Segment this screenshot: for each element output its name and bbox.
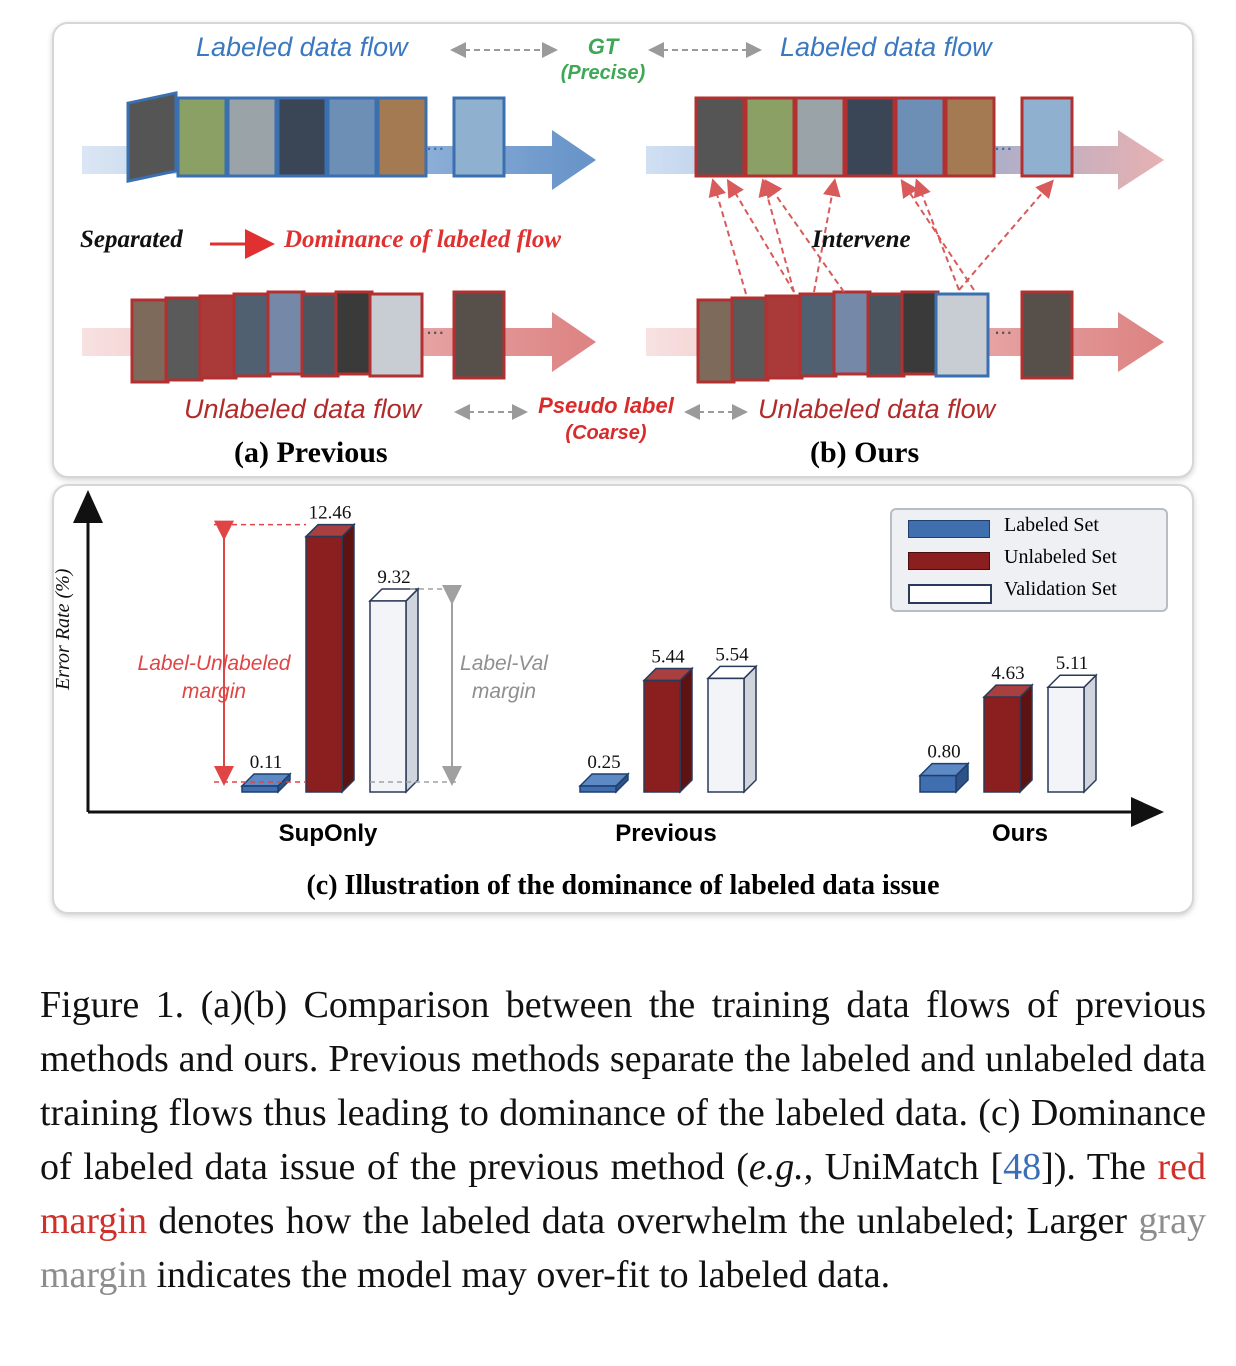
unlabeled-flow-label-right: Unlabeled data flow <box>758 394 996 424</box>
caption-text-5: indicates the model may over-fit to labe… <box>146 1254 891 1296</box>
y-axis-label: Error Rate (%) <box>52 568 74 690</box>
gt-block: GT (Precise) <box>554 34 652 86</box>
suponly-unlabeled-set-value-label: 12.46 <box>309 503 352 524</box>
gray-margin-line2: margin <box>471 680 537 703</box>
gray-margin-line1: Label-Val <box>460 652 548 675</box>
legend-label-labeled: Labeled Set <box>1004 514 1099 536</box>
caption-a: (a) Previous <box>234 436 388 469</box>
ours-labeled-set-bar <box>919 774 957 793</box>
ours-validation-set-bar-side <box>1083 673 1097 794</box>
caption-text-2: , UniMatch [ <box>803 1146 1004 1188</box>
separated-label: Separated <box>80 226 183 253</box>
caption-b: (b) Ours <box>810 436 920 469</box>
legend-swatch-unlabeled <box>908 552 990 570</box>
labeled-flow-label-right: Labeled data flow <box>780 32 992 62</box>
gt-sub: (Precise) <box>560 62 646 84</box>
caption-ref-link[interactable]: 48 <box>1003 1146 1042 1188</box>
intervene-arrows <box>708 178 1054 295</box>
svg-text:...: ... <box>426 314 444 339</box>
data-flow-panel: ... ... ... <box>52 22 1194 478</box>
chart-panel: 0.11 12.46 9.32 0.25 5.44 5.54 0.80 4.63 5.11 Er… <box>52 484 1194 914</box>
previous-validation-set-value-label: 5.54 <box>715 644 749 665</box>
ours-validation-set-bar <box>1047 686 1085 793</box>
suponly-validation-set-bar <box>369 600 407 793</box>
suponly-unlabeled-set-bar-side <box>341 522 355 794</box>
previous-unlabeled-set-bar-side <box>679 666 693 794</box>
red-margin-line2: margin <box>181 680 247 703</box>
labeled-flow-label-left: Labeled data flow <box>196 32 408 62</box>
pseudo-label: Pseudo label <box>538 393 674 418</box>
red-margin-annotation: Label-Unlabeled margin <box>114 650 314 706</box>
suponly-unlabeled-set-bar <box>305 535 343 793</box>
data-flow-diagram: ... ... ... <box>82 42 1164 420</box>
suponly-labeled-set-bar <box>241 785 279 793</box>
caption-gray-margin: gray margin <box>40 1200 1206 1296</box>
previous-validation-set-bar <box>707 677 745 793</box>
previous-unlabeled-set-value-label: 5.44 <box>651 646 685 667</box>
caption-text-3: ]). The <box>1041 1146 1158 1188</box>
error-rate-chart: 0.11 12.46 9.32 0.25 5.44 5.54 0.80 4.63 5.11 <box>73 490 1164 827</box>
legend-swatch-validation <box>908 584 992 604</box>
legend-label-validation: Validation Set <box>1004 578 1117 600</box>
red-margin-line1: Label-Unlabeled <box>137 652 291 675</box>
caption-text-4: denotes how the labeled data overwhelm t… <box>146 1200 1139 1242</box>
category-label-suponly: SupOnly <box>278 820 378 847</box>
suponly-validation-set-value-label: 9.32 <box>377 567 410 588</box>
labeled-images-right: ... <box>694 96 1074 178</box>
figure-caption: Figure 1. (a)(b) Comparison between the … <box>40 978 1206 1302</box>
svg-text:...: ... <box>994 314 1012 339</box>
ours-unlabeled-set-bar <box>983 696 1021 793</box>
dominance-label: Dominance of labeled flow <box>284 226 562 253</box>
previous-labeled-set-bar <box>579 785 617 793</box>
svg-text:...: ... <box>994 130 1012 155</box>
previous-validation-set-bar-side <box>743 664 757 794</box>
unlabeled-images-right: ... <box>696 290 1074 384</box>
category-label-ours: Ours <box>991 820 1048 847</box>
caption-eg: e.g. <box>748 1146 804 1188</box>
svg-text:...: ... <box>426 130 444 155</box>
chart-title: (c) Illustration of the dominance of lab… <box>306 870 940 901</box>
labeled-images-left: ... <box>126 91 506 183</box>
ours-unlabeled-set-bar-side <box>1019 683 1033 794</box>
unlabeled-images-left: ... <box>130 290 506 384</box>
intervene-label: Intervene <box>812 226 911 253</box>
caption-red-margin: red margin <box>40 1146 1206 1242</box>
pseudo-sub: (Coarse) <box>565 422 647 444</box>
chart-legend: Labeled Set Unlabeled Set Validation Set <box>890 508 1168 612</box>
pseudo-label-block: Pseudo label (Coarse) <box>526 392 686 446</box>
legend-label-unlabeled: Unlabeled Set <box>1004 546 1117 568</box>
unlabeled-flow-label-left: Unlabeled data flow <box>184 394 422 424</box>
legend-swatch-labeled <box>908 520 990 538</box>
gt-label: GT <box>587 34 619 59</box>
caption-text-1: Figure 1. (a)(b) Comparison between the … <box>40 984 1206 1188</box>
ours-validation-set-value-label: 5.11 <box>1056 653 1089 674</box>
category-label-previous: Previous <box>615 820 717 847</box>
gray-margin-annotation: Label-Val margin <box>434 650 574 706</box>
suponly-validation-set-bar-side <box>405 587 419 794</box>
suponly-labeled-set-value-label: 0.11 <box>250 752 283 773</box>
ours-labeled-set-value-label: 0.80 <box>927 742 960 763</box>
ours-unlabeled-set-value-label: 4.63 <box>991 663 1024 684</box>
previous-labeled-set-value-label: 0.25 <box>587 752 620 773</box>
previous-unlabeled-set-bar <box>643 679 681 793</box>
